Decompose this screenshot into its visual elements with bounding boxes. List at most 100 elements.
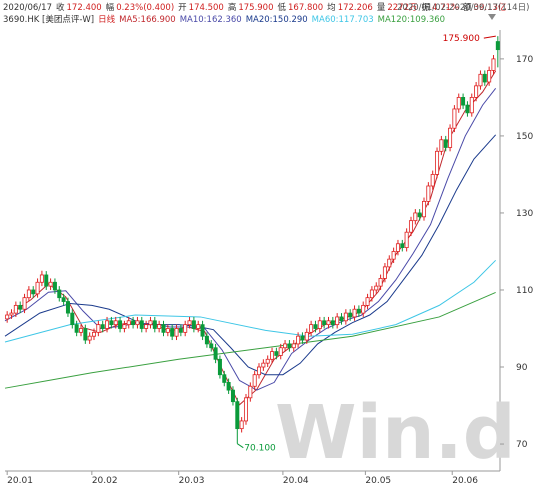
legend-entry: MA10:162.360 [179, 15, 242, 25]
candle-body [356, 308, 361, 314]
quote-label: 振 [421, 3, 431, 13]
quote-value: 174.500 [188, 3, 224, 13]
quote-value: 2272万 [387, 3, 418, 13]
candle-body [144, 324, 149, 329]
candle-body [217, 358, 222, 376]
candle-body [456, 97, 461, 110]
candle-body [361, 304, 366, 314]
quote-item: 振 4.71% [422, 3, 460, 13]
quote-item: 额 39.13亿 [463, 3, 506, 13]
candle-body [417, 212, 422, 218]
candle-body [395, 243, 400, 252]
candle-body [39, 274, 44, 283]
x-tick-label: 20.01 [7, 476, 33, 486]
quote-label: 低 [277, 3, 287, 13]
candle-body [57, 289, 62, 299]
candle-body [452, 108, 457, 129]
candle-body [369, 289, 374, 299]
candle-body [22, 297, 27, 310]
candle-body [105, 320, 110, 329]
quote-label: 幅 [105, 3, 115, 13]
candle-body [491, 58, 496, 71]
candle-body [482, 73, 487, 83]
candle-body [469, 97, 474, 114]
quote-label: 收 [56, 3, 65, 13]
candle-body [174, 328, 179, 337]
quote-value: 175.900 [238, 3, 274, 13]
candle-body [44, 274, 49, 287]
watermark: Win.d [275, 390, 516, 476]
candle-body [326, 320, 331, 326]
menu-icon[interactable] [488, 14, 496, 20]
ma-line [13, 70, 497, 406]
candle-body [339, 316, 344, 322]
y-tick-label: 110 [516, 286, 533, 296]
candle-body [78, 328, 83, 333]
candle-body [382, 266, 387, 279]
candle-body [31, 289, 36, 295]
candle-body [487, 70, 492, 83]
candle-body [270, 351, 275, 360]
quote-item: 开 174.500 [178, 3, 224, 13]
candle-body [204, 335, 209, 345]
candle-body [87, 335, 92, 341]
candle-body [5, 314, 10, 320]
candle-body [283, 343, 288, 349]
candle-body [191, 320, 196, 329]
candle-body [131, 320, 136, 326]
quote-value: 167.800 [288, 3, 324, 13]
quote-value: 172.400 [66, 3, 102, 13]
high-label: 175.900 [443, 34, 480, 44]
low-label: 70.100 [244, 444, 276, 454]
high-pointer [483, 35, 496, 39]
candle-body [18, 304, 23, 310]
quote-value: 172.206 [337, 3, 373, 13]
candle-body [378, 278, 383, 287]
y-tick-label: 170 [516, 55, 533, 65]
candle-body [374, 285, 379, 291]
legend-row: 3690.HK [美团点评-W] 日线 MA5:166.900 MA10:162.36… [3, 14, 510, 26]
candle-body [387, 258, 392, 268]
candle-body [239, 420, 244, 430]
candle-body [35, 281, 40, 295]
ma-line [4, 291, 496, 389]
candle-body [74, 324, 79, 333]
candle-body [235, 401, 240, 430]
candle-body [170, 328, 175, 337]
candle-body [495, 41, 500, 51]
candle-body [161, 324, 166, 333]
legend-entry: MA20:150.290 [245, 15, 308, 25]
legend-entry: MA120:109.360 [377, 15, 446, 25]
quote-item: 收 172.400 [56, 3, 102, 13]
x-tick-label: 20.04 [283, 476, 309, 486]
candle-body [300, 335, 305, 341]
candle-body [65, 301, 70, 314]
candle-body [226, 382, 231, 391]
candle-body [404, 231, 409, 249]
candle-body [48, 281, 53, 287]
candle-body [365, 297, 370, 306]
candle-body [335, 316, 340, 326]
candle-body [474, 85, 479, 98]
candle-body [183, 324, 188, 333]
candle-body [92, 331, 97, 337]
candle-body [243, 397, 248, 422]
candle-body [126, 320, 131, 326]
period: 日线 [98, 15, 116, 25]
candle-body [152, 320, 157, 329]
candle-body [252, 374, 257, 387]
candle-body [274, 351, 279, 356]
candle-body [413, 212, 418, 222]
quote-item: 幅 0.23%(0.400) [106, 3, 174, 13]
y-tick-label: 70 [516, 440, 528, 450]
candle-body [278, 347, 283, 356]
candle-body [343, 312, 348, 322]
candle-body [139, 320, 144, 329]
date: 2020/06/17 [3, 3, 52, 13]
ma-line [4, 134, 497, 376]
quote-item: 高 175.900 [228, 3, 274, 13]
candle-body [465, 104, 470, 114]
candle-body [430, 174, 435, 187]
